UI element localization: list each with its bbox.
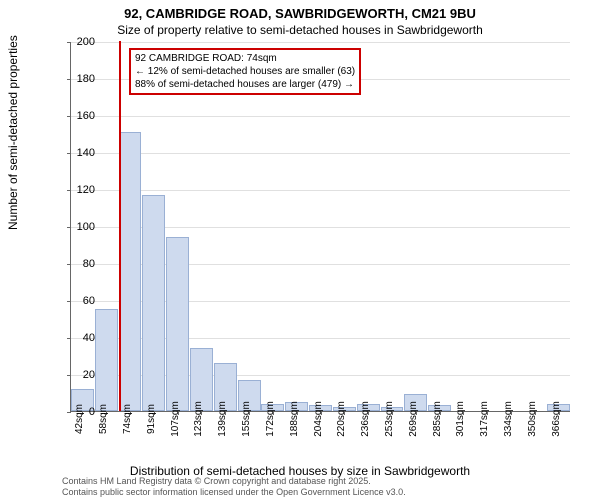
ytick-label: 180	[55, 73, 95, 85]
histogram-bar	[119, 132, 142, 411]
xtick-label: 366sqm	[551, 401, 562, 437]
ytick-label: 60	[55, 295, 95, 307]
xtick-label: 204sqm	[313, 401, 324, 437]
xtick-label: 58sqm	[98, 404, 109, 434]
xtick-label: 285sqm	[432, 401, 443, 437]
chart-title-sub: Size of property relative to semi-detach…	[0, 21, 600, 37]
xtick-label: 107sqm	[170, 401, 181, 437]
xtick-label: 139sqm	[217, 401, 228, 437]
subject-marker-line	[119, 41, 121, 411]
histogram-bar	[142, 195, 165, 411]
ytick-label: 20	[55, 369, 95, 381]
xtick-label: 317sqm	[479, 401, 490, 437]
histogram-bar	[95, 309, 118, 411]
annotation-line3: 88% of semi-detached houses are larger (…	[135, 78, 355, 91]
xtick-label: 220sqm	[336, 401, 347, 437]
chart-title-main: 92, CAMBRIDGE ROAD, SAWBRIDGEWORTH, CM21…	[0, 0, 600, 21]
ytick-label: 100	[55, 221, 95, 233]
xtick-label: 74sqm	[122, 404, 133, 434]
xtick-label: 91sqm	[146, 404, 157, 434]
ytick-label: 80	[55, 258, 95, 270]
histogram-bar	[166, 237, 189, 411]
xtick-label: 334sqm	[503, 401, 514, 437]
xtick-label: 172sqm	[265, 401, 276, 437]
xtick-label: 350sqm	[527, 401, 538, 437]
grid-line	[71, 116, 570, 117]
ytick-label: 160	[55, 110, 95, 122]
ytick-label: 120	[55, 184, 95, 196]
annotation-line1: 92 CAMBRIDGE ROAD: 74sqm	[135, 52, 355, 65]
xtick-label: 236sqm	[360, 401, 371, 437]
chart-plot-area: 42sqm58sqm74sqm91sqm107sqm123sqm139sqm15…	[70, 42, 570, 412]
footnote: Contains HM Land Registry data © Crown c…	[62, 476, 406, 498]
annotation-line2: ← 12% of semi-detached houses are smalle…	[135, 65, 355, 78]
xtick-label: 123sqm	[193, 401, 204, 437]
ytick-label: 0	[55, 406, 95, 418]
y-axis-label: Number of semi-detached properties	[6, 35, 20, 230]
xtick-label: 253sqm	[384, 401, 395, 437]
annotation-box: 92 CAMBRIDGE ROAD: 74sqm← 12% of semi-de…	[129, 48, 361, 95]
grid-line	[71, 153, 570, 154]
grid-line	[71, 42, 570, 43]
ytick-label: 140	[55, 147, 95, 159]
xtick-label: 188sqm	[289, 401, 300, 437]
ytick-label: 40	[55, 332, 95, 344]
xtick-label: 301sqm	[455, 401, 466, 437]
grid-line	[71, 190, 570, 191]
footnote-line1: Contains HM Land Registry data © Crown c…	[62, 476, 406, 487]
xtick-label: 155sqm	[241, 401, 252, 437]
xtick-label: 269sqm	[408, 401, 419, 437]
ytick-label: 200	[55, 36, 95, 48]
footnote-line2: Contains public sector information licen…	[62, 487, 406, 498]
